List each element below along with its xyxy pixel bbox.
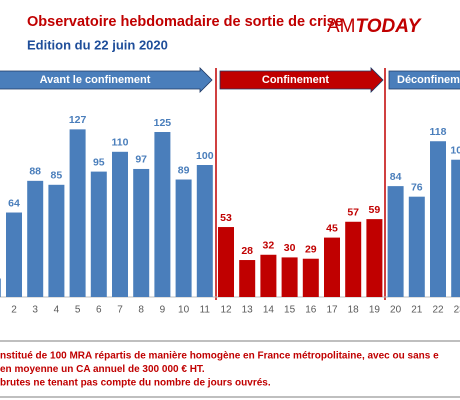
value-label: 110 [112,137,129,149]
bar [154,132,171,297]
bar [451,159,460,297]
bar [408,196,425,297]
value-label: 57 [347,207,359,219]
value-label: 100 [196,150,214,162]
bar [366,219,383,297]
bar [196,165,213,297]
phase-arrow [0,67,213,93]
value-label: 30 [284,242,296,254]
bar [281,257,298,297]
x-tick-label: 6 [96,305,102,316]
x-tick-label: 9 [160,305,166,316]
x-tick-label: 5 [75,305,81,316]
value-label: 29 [305,244,317,256]
bar [133,168,150,297]
bar [27,180,44,297]
x-tick-label: 21 [411,305,423,316]
bar [218,227,234,297]
phase-label: Avant le confinement [40,74,151,86]
x-tick-label: 13 [242,305,254,316]
logo-right: TODAY [356,16,423,37]
x-tick-label: 23 [454,305,460,316]
x-tick-label: 2 [11,305,17,316]
x-tick-label: 18 [348,305,360,316]
bar [69,129,86,297]
value-label: 84 [390,171,402,183]
x-tick-label: 3 [32,305,38,316]
bar [387,186,404,297]
x-tick-label: 14 [263,305,275,316]
value-label: 28 [241,245,253,257]
logo: AMTODAY [327,16,423,37]
x-tick-label: 20 [390,305,402,316]
bar [260,254,277,297]
x-tick-label: 12 [220,305,232,316]
logo-left: AM [327,16,356,37]
x-tick-label: 16 [305,305,317,316]
chart-subtitle: Edition du 22 juin 2020 [27,37,168,52]
value-label: 85 [51,170,63,182]
value-label: 32 [263,240,275,252]
value-label: 59 [369,204,381,216]
bar [239,260,256,297]
x-tick-label: 8 [138,305,144,316]
value-label: 125 [154,117,172,129]
x-tick-label: 19 [369,305,381,316]
value-label: 118 [430,126,447,138]
chart-title: Observatoire hebdomadaire de sortie de c… [27,14,343,30]
x-tick-label: 11 [200,305,211,316]
x-tick-label: 17 [326,305,338,316]
bar [175,179,192,297]
phase-arrow [219,67,384,93]
value-label: 88 [29,166,41,178]
value-label: 45 [326,222,338,234]
phase-arrow [388,70,460,90]
phase-label: Déconfinement [397,74,460,86]
bar [90,171,107,297]
bar [302,258,319,297]
bar [345,221,362,297]
note: brutes ne tenant pas compte du nombre de… [0,378,271,389]
note: en moyenne un CA annuel de 300 000 € HT. [0,364,205,375]
value-label: 104 [450,145,460,157]
x-tick-label: 7 [117,305,123,316]
value-label: 76 [411,181,423,193]
bar [48,184,65,297]
value-label: 89 [178,164,190,176]
value-label: 127 [69,114,87,126]
bar [0,278,1,297]
bar [6,212,22,297]
x-tick-label: 4 [54,305,60,316]
notes-box [0,340,460,398]
x-tick-label: 10 [178,305,190,316]
phase-label: Confinement [262,74,330,86]
note: nstitué de 100 MRA répartis de manière h… [0,351,439,362]
value-label: 53 [220,212,232,224]
x-tick-label: 22 [432,305,444,316]
value-label: 97 [135,154,147,166]
value-label: 95 [93,156,105,168]
bar [112,151,128,297]
value-label: 64 [8,197,20,209]
bar [324,237,340,297]
x-tick-label: 15 [284,305,296,316]
bar [430,141,446,297]
